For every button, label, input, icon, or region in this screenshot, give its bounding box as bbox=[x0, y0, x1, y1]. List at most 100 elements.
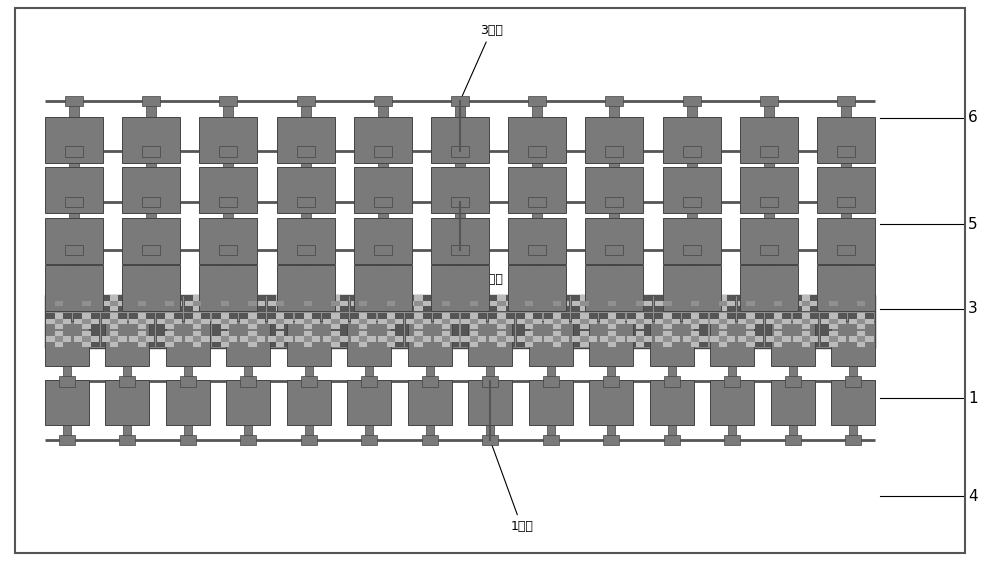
Bar bbox=[442, 301, 450, 306]
Bar bbox=[434, 301, 459, 306]
Bar bbox=[837, 146, 855, 157]
Bar bbox=[351, 319, 376, 324]
Bar bbox=[760, 245, 778, 255]
Bar bbox=[608, 319, 616, 324]
Bar bbox=[857, 331, 865, 347]
Bar bbox=[267, 312, 293, 330]
Bar bbox=[129, 312, 155, 330]
Text: 4: 4 bbox=[968, 489, 978, 504]
Bar bbox=[378, 319, 403, 324]
Bar bbox=[580, 296, 589, 311]
Bar bbox=[627, 301, 652, 306]
Bar bbox=[408, 321, 452, 366]
Bar bbox=[719, 331, 727, 347]
Bar bbox=[185, 319, 210, 324]
Bar bbox=[180, 376, 196, 387]
Bar bbox=[802, 336, 810, 342]
Bar bbox=[627, 319, 652, 324]
Bar bbox=[663, 296, 672, 311]
Bar bbox=[408, 380, 452, 425]
Bar bbox=[102, 319, 127, 324]
Bar bbox=[351, 336, 376, 342]
Bar bbox=[102, 301, 127, 306]
Bar bbox=[837, 197, 855, 207]
Bar bbox=[354, 265, 412, 311]
Bar bbox=[45, 380, 89, 425]
Bar bbox=[74, 301, 99, 306]
Bar bbox=[857, 336, 865, 342]
Bar bbox=[193, 313, 201, 329]
Bar bbox=[461, 312, 487, 330]
Bar bbox=[122, 218, 180, 264]
Bar bbox=[248, 331, 257, 347]
Bar bbox=[45, 218, 103, 264]
Bar bbox=[305, 425, 313, 440]
Bar bbox=[295, 295, 321, 312]
Bar bbox=[691, 336, 699, 342]
Bar bbox=[276, 319, 284, 324]
Bar bbox=[821, 336, 846, 342]
Bar bbox=[627, 312, 653, 330]
Bar bbox=[837, 245, 855, 255]
Bar bbox=[802, 301, 810, 306]
Bar bbox=[110, 331, 118, 347]
Bar bbox=[821, 301, 846, 306]
Bar bbox=[297, 146, 315, 157]
Bar bbox=[719, 296, 727, 311]
Bar bbox=[82, 336, 91, 342]
Bar bbox=[119, 376, 135, 387]
Bar bbox=[123, 425, 131, 440]
Bar bbox=[528, 146, 546, 157]
Bar bbox=[764, 202, 774, 218]
Bar bbox=[841, 101, 851, 117]
Bar bbox=[737, 312, 764, 330]
Bar bbox=[105, 380, 149, 425]
Bar bbox=[683, 301, 708, 306]
Bar bbox=[683, 245, 701, 255]
Bar bbox=[455, 151, 465, 167]
Bar bbox=[374, 146, 392, 157]
Bar bbox=[442, 296, 450, 311]
Bar bbox=[268, 336, 293, 342]
Bar bbox=[59, 376, 75, 387]
Bar bbox=[442, 313, 450, 329]
Bar bbox=[295, 312, 321, 330]
Bar bbox=[184, 312, 210, 330]
Bar bbox=[267, 295, 293, 312]
Bar bbox=[146, 101, 156, 117]
Bar bbox=[442, 331, 450, 347]
Bar bbox=[304, 336, 312, 342]
Bar bbox=[406, 336, 431, 342]
Bar bbox=[374, 197, 392, 207]
Bar bbox=[608, 301, 616, 306]
Bar bbox=[374, 245, 392, 255]
Bar bbox=[165, 313, 174, 329]
Bar bbox=[239, 312, 266, 330]
Bar bbox=[470, 331, 478, 347]
Bar bbox=[378, 295, 404, 312]
Text: 1: 1 bbox=[968, 391, 978, 406]
Bar bbox=[212, 301, 237, 306]
Bar bbox=[378, 336, 403, 342]
Bar bbox=[331, 296, 340, 311]
Bar bbox=[69, 101, 79, 117]
Bar bbox=[771, 321, 815, 366]
Text: 2端口: 2端口 bbox=[462, 251, 503, 286]
Bar bbox=[406, 319, 431, 324]
Bar bbox=[532, 202, 542, 218]
Bar bbox=[785, 435, 801, 445]
Bar bbox=[323, 319, 348, 324]
Bar bbox=[240, 336, 265, 342]
Bar bbox=[248, 296, 257, 311]
Bar bbox=[434, 336, 459, 342]
Bar bbox=[199, 265, 257, 311]
Bar bbox=[829, 319, 838, 324]
Bar bbox=[455, 202, 465, 218]
Bar bbox=[525, 331, 533, 347]
Bar bbox=[123, 366, 131, 381]
Bar bbox=[691, 319, 699, 324]
Bar bbox=[553, 336, 561, 342]
Bar bbox=[322, 330, 349, 347]
Bar bbox=[793, 301, 818, 306]
Bar bbox=[165, 319, 174, 324]
